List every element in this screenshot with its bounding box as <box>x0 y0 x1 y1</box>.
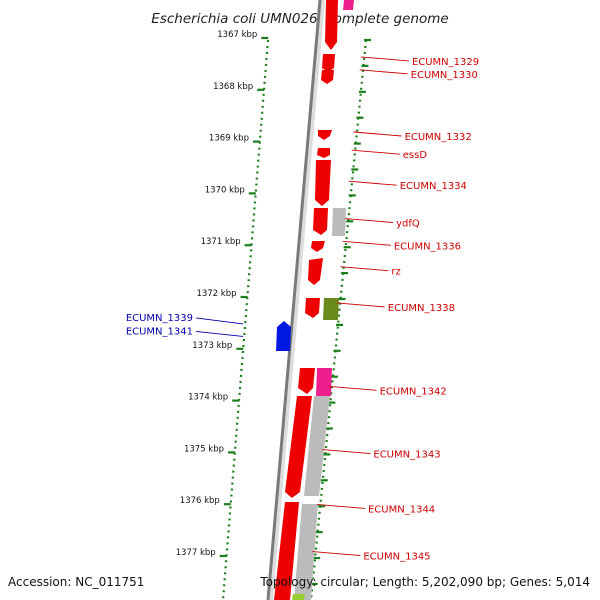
kbp-label: 1370 kbp <box>205 185 245 195</box>
gene-label: ECUMN_1345 <box>363 552 430 563</box>
gene-block <box>315 160 331 206</box>
gene-block <box>323 298 339 320</box>
gene-leader-line <box>345 218 394 223</box>
gene-label: ydfQ <box>396 219 420 230</box>
gene-label: rz <box>391 267 400 278</box>
kbp-label: 1377 kbp <box>176 548 216 558</box>
gene-label: ECUMN_1342 <box>380 386 447 397</box>
gene-label: ECUMN_1330 <box>411 70 478 81</box>
gene-block <box>325 0 338 50</box>
gene-leader-line <box>312 551 361 557</box>
gene-leader-line <box>342 240 391 246</box>
gene-leader-line <box>353 131 402 137</box>
gene-leader-line <box>195 330 244 337</box>
map-title: Escherichia coli UMN026, complete genome <box>151 11 448 27</box>
kbp-label: 1368 kbp <box>213 82 253 92</box>
gene-leader-line <box>328 385 377 391</box>
left-scale-line <box>221 39 270 600</box>
gene-leader-line <box>340 266 389 272</box>
gene-leader-line <box>348 180 397 186</box>
gene-block <box>304 396 330 496</box>
kbp-label: 1376 kbp <box>180 496 220 506</box>
gene-block <box>305 298 320 318</box>
left-gene-labels: ECUMN_1339 ECUMN_1341 <box>126 313 244 337</box>
gene-block <box>292 594 305 600</box>
gene-label: ECUMN_1341 <box>126 326 193 337</box>
gene-block <box>313 208 328 235</box>
gene-label: ECUMN_1334 <box>400 181 467 192</box>
backbone-line <box>266 0 322 600</box>
gene-block <box>321 70 334 84</box>
gene-block <box>343 0 354 10</box>
kbp-scale: 1367 kbp 1368 kbp 1369 kbp 1370 kbp 1371 kbp… <box>176 30 269 558</box>
kbp-label: 1373 kbp <box>192 341 232 351</box>
gene-block <box>332 208 346 236</box>
kbp-label: 1372 kbp <box>196 289 236 299</box>
kbp-label: 1371 kbp <box>201 237 241 247</box>
gene-block <box>294 504 318 600</box>
right-scale-line <box>309 39 368 600</box>
gene-label: ECUMN_1344 <box>368 504 435 515</box>
gene-label: ECUMN_1329 <box>412 57 479 68</box>
gene-label: ECUMN_1339 <box>126 313 193 324</box>
gene-leader-line <box>336 302 385 308</box>
gene-label: ECUMN_1332 <box>405 132 472 143</box>
kbp-label: 1375 kbp <box>184 444 224 454</box>
gene-block <box>317 148 330 158</box>
gene-block <box>285 396 312 498</box>
gene-block <box>298 368 315 394</box>
right-scale-ticks <box>310 38 371 586</box>
gene-leader-line <box>360 56 409 62</box>
gene-leader-line <box>359 69 408 75</box>
gene-features <box>274 0 354 600</box>
topology-text: Topology: circular; Length: 5,202,090 bp… <box>259 575 590 589</box>
gene-leader-line <box>316 504 366 509</box>
accession-text: Accession: NC_011751 <box>8 575 144 589</box>
gene-label: essD <box>403 150 428 161</box>
backbone-shadow <box>267 0 325 600</box>
gene-block <box>308 258 323 285</box>
gene-label: ECUMN_1343 <box>373 450 440 461</box>
gene-leader-line <box>351 149 400 155</box>
right-gene-labels: ECUMN_1329 ECUMN_1330 ECUMN_1332 essD ECUMN_… <box>312 56 479 563</box>
gene-label: ECUMN_1338 <box>388 303 455 314</box>
kbp-label: 1369 kbp <box>209 134 249 144</box>
gene-block <box>276 321 291 351</box>
gene-leader-line <box>322 449 371 454</box>
gene-block <box>311 241 325 252</box>
gene-block <box>316 368 332 396</box>
kbp-label: 1374 kbp <box>188 393 228 403</box>
gene-label: ECUMN_1336 <box>394 241 461 252</box>
gene-block <box>318 130 332 140</box>
gene-block <box>274 502 299 600</box>
kbp-label: 1367 kbp <box>217 30 257 40</box>
gene-leader-line <box>195 317 244 325</box>
gene-block <box>322 54 335 72</box>
